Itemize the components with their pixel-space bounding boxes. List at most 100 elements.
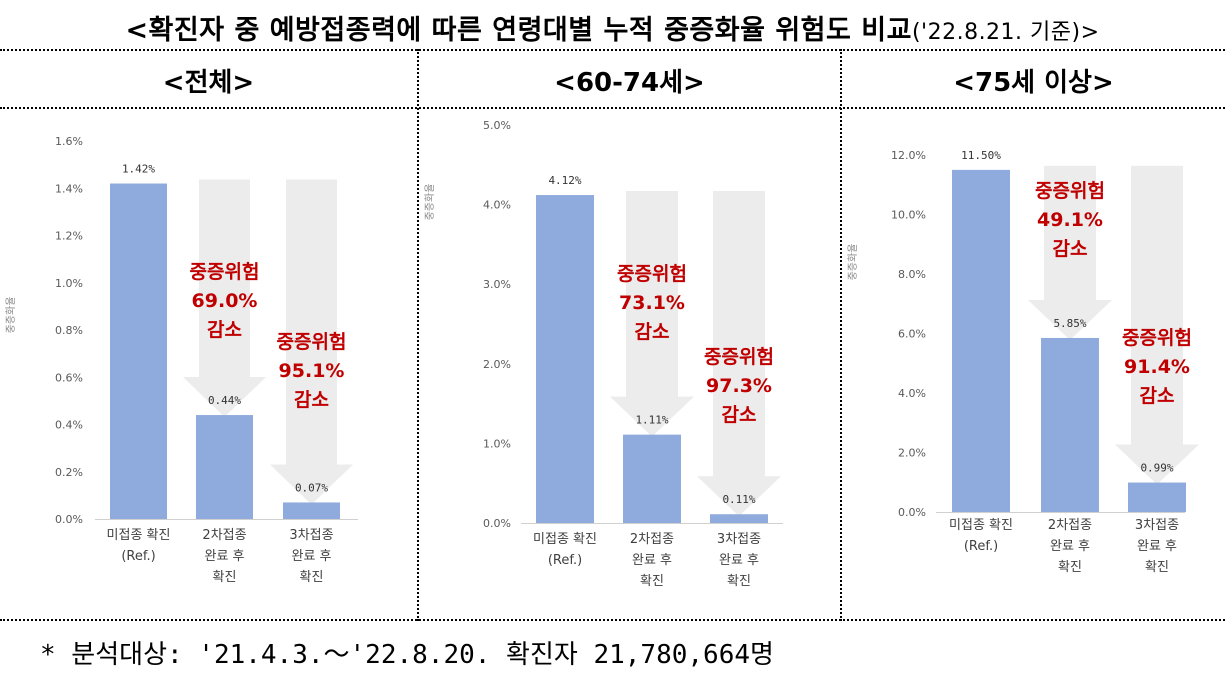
risk-annotation-line: 감소 xyxy=(722,404,757,426)
y-axis-label: 중증화율 xyxy=(5,297,17,334)
risk-annotation-line: 91.4% xyxy=(1124,356,1190,378)
category-label-line: 완료 후 xyxy=(1137,539,1177,554)
divider-bottom xyxy=(0,619,1225,621)
risk-annotation-line: 69.0% xyxy=(192,290,258,312)
category-label-line: 확진 xyxy=(727,574,751,589)
risk-annotation-line: 감소 xyxy=(207,319,242,341)
bar xyxy=(1041,337,1099,512)
category-label-line: 미접종 확진 xyxy=(533,532,597,547)
category-label-line: (Ref.) xyxy=(548,553,582,568)
panel-heading-75-plus: <75세 이상> xyxy=(953,68,1114,98)
data-label: 0.99% xyxy=(1140,462,1173,475)
reduction-arrow xyxy=(1028,165,1112,340)
category-label: 미접종 확진 (Ref.) xyxy=(107,528,171,564)
category-label: 3차접종 완료 후 확진 xyxy=(717,532,761,589)
category-label-line: 확진 xyxy=(1145,560,1169,575)
reduction-arrow xyxy=(697,191,781,517)
risk-annotation: 중증위험 91.4% 감소 xyxy=(1122,327,1192,407)
bar xyxy=(196,415,253,519)
y-axis-label: 중증화율 xyxy=(424,184,436,221)
risk-annotation: 중증위험 97.3% 감소 xyxy=(704,346,774,426)
risk-annotation-line: 49.1% xyxy=(1037,209,1103,231)
chart-75-plus: 0.0% 2.0% 4.0% 6.0% 8.0% 10.0% 12.0% 중증화율 11.50%… xyxy=(842,112,1225,617)
category-label-line: 완료 후 xyxy=(632,553,672,568)
y-tick-label: 3.0% xyxy=(483,278,511,291)
bar xyxy=(623,434,681,523)
category-label: 2차접종 완료 후 확진 xyxy=(202,528,246,585)
footnote: * 분석대상: '21.4.3.～'22.8.20. 확진자 21,780,66… xyxy=(40,640,774,670)
divider-header xyxy=(0,107,1225,109)
y-tick-label: 2.0% xyxy=(483,358,511,371)
y-tick-label: 10.0% xyxy=(891,209,926,222)
y-tick-label: 12.0% xyxy=(891,149,926,162)
category-label: 2차접종 완료 후 확진 xyxy=(1048,518,1092,575)
y-tick-label: 0.6% xyxy=(55,371,83,384)
y-tick-label: 0.0% xyxy=(483,517,511,530)
data-label: 5.85% xyxy=(1053,317,1086,330)
y-tick-label: 6.0% xyxy=(898,328,926,341)
bar xyxy=(952,169,1010,512)
page-title-main: <확진자 중 예방접종력에 따른 연령대별 누적 중증화율 위험도 비교 xyxy=(125,15,912,46)
bar xyxy=(1128,482,1186,512)
y-tick-label: 0.4% xyxy=(55,419,83,432)
chart-60-74: 0.0% 1.0% 2.0% 3.0% 4.0% 5.0% 중증화율 4.12% 1.11% 0.… xyxy=(419,112,840,617)
category-label-line: 확진 xyxy=(213,570,237,585)
y-tick-label: 1.4% xyxy=(55,182,83,195)
reduction-arrow xyxy=(610,191,694,437)
y-tick-label: 0.8% xyxy=(55,324,83,337)
y-tick-label: 0.2% xyxy=(55,466,83,479)
divider-panel-2 xyxy=(840,49,842,621)
page-title-date: ('22.8.21. 기준)> xyxy=(911,20,1100,45)
category-label-line: 완료 후 xyxy=(291,549,331,564)
y-tick-label: 4.0% xyxy=(898,387,926,400)
reduction-arrow xyxy=(270,179,353,505)
page-title: <확진자 중 예방접종력에 따른 연령대별 누적 중증화율 위험도 비교('22… xyxy=(0,8,1225,47)
category-label-line: 확진 xyxy=(300,570,324,585)
y-tick-label: 2.0% xyxy=(898,447,926,460)
risk-annotation-line: 중증위험 xyxy=(190,261,260,283)
category-label-line: (Ref.) xyxy=(964,539,998,554)
panel-heading-total: <전체> xyxy=(162,68,255,98)
risk-annotation-line: 중증위험 xyxy=(277,331,347,353)
y-tick-label: 1.0% xyxy=(55,277,83,290)
risk-annotation-line: 중증위험 xyxy=(617,263,687,285)
y-tick-label: 0.0% xyxy=(55,513,83,526)
bar xyxy=(536,195,594,523)
reduction-arrow xyxy=(1115,165,1199,485)
chart-total: 0.0% 0.2% 0.4% 0.6% 0.8% 1.0% 1.2% 1.4% 1.6% 중증화율… xyxy=(0,112,417,617)
category-label-line: (Ref.) xyxy=(121,549,155,564)
data-label: 0.44% xyxy=(208,394,241,407)
chart-60-74-svg: 0.0% 1.0% 2.0% 3.0% 4.0% 5.0% 중증화율 4.12% 1.11% 0.… xyxy=(424,119,783,589)
category-label-line: 확진 xyxy=(1058,560,1082,575)
risk-annotation-line: 95.1% xyxy=(279,360,345,382)
risk-annotation: 중증위험 69.0% 감소 xyxy=(190,261,260,341)
data-label: 1.11% xyxy=(635,414,668,427)
y-tick-label: 1.0% xyxy=(483,437,511,450)
risk-annotation-line: 감소 xyxy=(294,389,329,411)
category-label-line: 2차접종 xyxy=(1048,518,1092,533)
reduction-arrow xyxy=(183,179,266,418)
category-label-line: 2차접종 xyxy=(630,532,674,547)
y-tick-label: 4.0% xyxy=(483,199,511,212)
bar xyxy=(283,502,340,519)
data-label: 11.50% xyxy=(961,149,1001,162)
y-tick-label: 0.0% xyxy=(898,506,926,519)
category-label: 3차접종 완료 후 확진 xyxy=(1135,518,1179,575)
category-label-line: 3차접종 xyxy=(289,528,333,543)
y-tick-label: 5.0% xyxy=(483,119,511,132)
risk-annotation-line: 감소 xyxy=(1053,238,1088,260)
risk-annotation: 중증위험 73.1% 감소 xyxy=(617,263,687,343)
risk-annotation: 중증위험 95.1% 감소 xyxy=(277,331,347,411)
risk-annotation: 중증위험 49.1% 감소 xyxy=(1035,180,1105,260)
y-tick-label: 1.6% xyxy=(55,135,83,148)
risk-annotation-line: 97.3% xyxy=(706,375,772,397)
bar xyxy=(110,183,167,519)
data-label: 4.12% xyxy=(548,174,581,187)
category-label-line: 미접종 확진 xyxy=(107,528,171,543)
panel-heading-60-74: <60-74세> xyxy=(554,68,705,98)
divider-top xyxy=(0,49,1225,51)
category-label: 미접종 확진 (Ref.) xyxy=(533,532,597,568)
category-label-line: 확진 xyxy=(640,574,664,589)
